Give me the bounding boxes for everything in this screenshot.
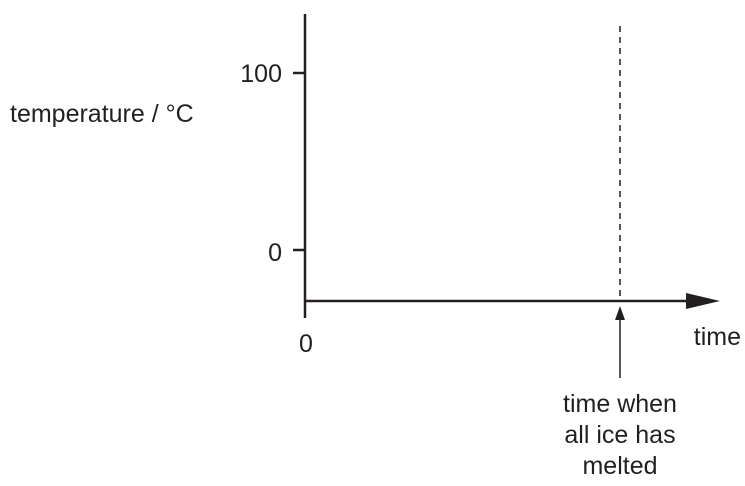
melt-time-arrowhead bbox=[615, 306, 625, 320]
x-origin-label: 0 bbox=[299, 330, 313, 358]
annotation-line-1: time when bbox=[563, 390, 677, 418]
y-tick-label-0: 0 bbox=[268, 239, 282, 267]
annotation-line-3: melted bbox=[582, 452, 657, 480]
x-axis-label: time bbox=[694, 323, 741, 351]
y-tick-label-100: 100 bbox=[240, 60, 282, 88]
x-axis-arrowhead bbox=[686, 293, 720, 309]
annotation-line-2: all ice has bbox=[564, 421, 675, 449]
y-axis-label: temperature / °C bbox=[10, 100, 194, 128]
